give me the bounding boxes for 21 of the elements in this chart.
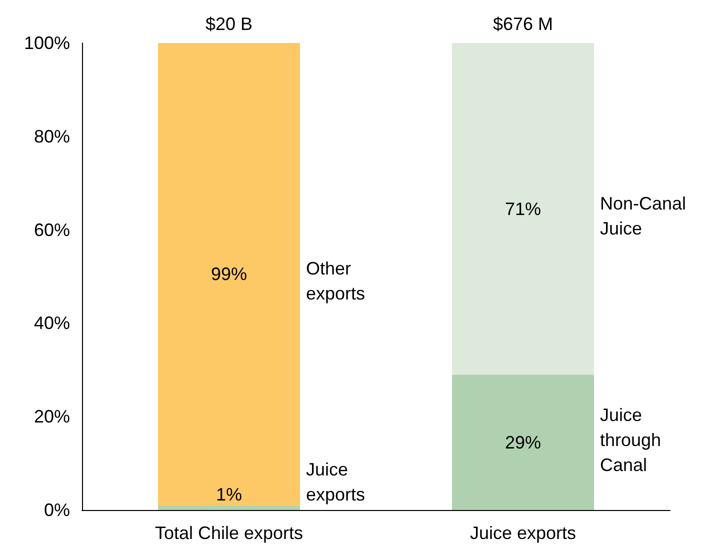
x-tick-label: Total Chile exports [154, 523, 304, 543]
data-label: 71% [504, 198, 542, 219]
data-label: 29% [504, 432, 542, 452]
bar [452, 374, 594, 510]
y-tick-label: 0% [44, 500, 70, 520]
annotation: Non-Canal Juice [600, 193, 692, 238]
y-tick-label: 100% [24, 33, 70, 53]
y-tick-label: 20% [34, 406, 70, 427]
annotation: Other exports [306, 258, 366, 304]
y-tick-label: 60% [34, 220, 70, 240]
annotation: Juice through Canal [600, 404, 666, 475]
text: $20 B [205, 14, 253, 34]
annotation: Juice exports [306, 459, 366, 504]
bar [452, 43, 594, 375]
y-tick-label: 80% [34, 126, 70, 146]
data-label: 99% [210, 264, 248, 284]
bar [158, 505, 300, 510]
y-tick-label: 40% [34, 313, 70, 334]
data-label: 1% [216, 484, 242, 504]
text: $676 M [492, 14, 554, 34]
bar [158, 43, 300, 506]
